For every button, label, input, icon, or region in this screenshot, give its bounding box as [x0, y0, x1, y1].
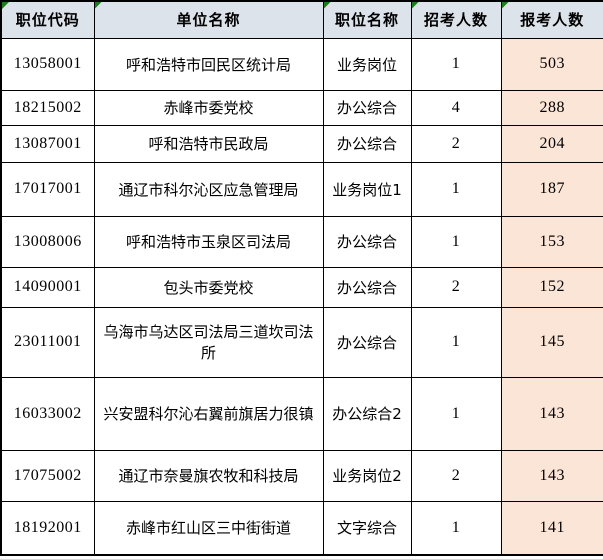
cell-recruit-count[interactable]: 1: [410, 37, 502, 91]
column-header-label: 报考人数: [520, 11, 585, 30]
cell-position-code[interactable]: 13008006: [0, 215, 95, 268]
comment-indicator-icon: [502, 2, 509, 9]
cell-position-code[interactable]: 17075002: [0, 449, 95, 502]
cell-applicant-count[interactable]: 187: [500, 161, 603, 217]
column-header-unit-name[interactable]: 单位名称: [93, 0, 324, 39]
table-row: 17075002 通辽市奈曼旗农牧和科技局 业务岗位2 2 143: [0, 449, 603, 502]
cell-position-code[interactable]: 17017001: [0, 161, 95, 217]
comment-indicator-icon: [95, 2, 102, 9]
header-row: 职位代码 单位名称 职位名称 招考人数 报考人数: [0, 0, 603, 39]
cell-unit-name[interactable]: 赤峰市委党校: [93, 89, 324, 126]
table-row: 13058001 呼和浩特市回民区统计局 业务岗位 1 503: [0, 37, 603, 91]
table-row: 16033002 兴安盟科尔沁右翼前旗居力很镇 办公综合2 1 143: [0, 376, 603, 451]
comment-indicator-icon: [2, 2, 9, 9]
comment-indicator-icon: [324, 2, 331, 9]
cell-position-name[interactable]: 办公综合: [322, 306, 412, 378]
cell-position-code[interactable]: 18215002: [0, 89, 95, 126]
cell-position-name[interactable]: 业务岗位: [322, 37, 412, 91]
cell-applicant-count[interactable]: 503: [500, 37, 603, 91]
table-row: 13087001 呼和浩特市民政局 办公综合 2 204: [0, 124, 603, 163]
table-row: 18215002 赤峰市委党校 办公综合 4 288: [0, 89, 603, 126]
comment-indicator-icon: [412, 2, 419, 9]
cell-position-code[interactable]: 23011001: [0, 306, 95, 378]
cell-position-name[interactable]: 业务岗位2: [322, 449, 412, 502]
column-header-label: 招考人数: [423, 11, 488, 30]
cell-applicant-count[interactable]: 141: [500, 500, 603, 556]
cell-unit-name[interactable]: 通辽市奈曼旗农牧和科技局: [93, 449, 324, 502]
cell-unit-name[interactable]: 呼和浩特市回民区统计局: [93, 37, 324, 91]
column-header-position-name[interactable]: 职位名称: [322, 0, 412, 39]
cell-recruit-count[interactable]: 1: [410, 215, 502, 268]
cell-position-code[interactable]: 16033002: [0, 376, 95, 451]
cell-position-name[interactable]: 办公综合: [322, 124, 412, 163]
column-header-label: 职位代码: [15, 11, 80, 30]
cell-recruit-count[interactable]: 2: [410, 266, 502, 308]
cell-position-name[interactable]: 办公综合: [322, 266, 412, 308]
cell-position-code[interactable]: 13058001: [0, 37, 95, 91]
cell-applicant-count[interactable]: 288: [500, 89, 603, 126]
cell-unit-name[interactable]: 乌海市乌达区司法局三道坎司法所: [93, 306, 324, 378]
column-header-applicant-count[interactable]: 报考人数: [500, 0, 603, 39]
cell-position-code[interactable]: 13087001: [0, 124, 95, 163]
table-row: 23011001 乌海市乌达区司法局三道坎司法所 办公综合 1 145: [0, 306, 603, 378]
table-row: 13008006 呼和浩特市玉泉区司法局 办公综合 1 153: [0, 215, 603, 268]
cell-position-code[interactable]: 14090001: [0, 266, 95, 308]
cell-unit-name[interactable]: 呼和浩特市玉泉区司法局: [93, 215, 324, 268]
cell-applicant-count[interactable]: 204: [500, 124, 603, 163]
cell-position-name[interactable]: 业务岗位1: [322, 161, 412, 217]
cell-applicant-count[interactable]: 153: [500, 215, 603, 268]
cell-unit-name[interactable]: 兴安盟科尔沁右翼前旗居力很镇: [93, 376, 324, 451]
table-row: 17017001 通辽市科尔沁区应急管理局 业务岗位1 1 187: [0, 161, 603, 217]
cell-recruit-count[interactable]: 4: [410, 89, 502, 126]
cell-applicant-count[interactable]: 143: [500, 376, 603, 451]
cell-position-name[interactable]: 文字综合: [322, 500, 412, 556]
cell-recruit-count[interactable]: 1: [410, 376, 502, 451]
cell-unit-name[interactable]: 呼和浩特市民政局: [93, 124, 324, 163]
table-row: 14090001 包头市委党校 办公综合 2 152: [0, 266, 603, 308]
cell-recruit-count[interactable]: 1: [410, 306, 502, 378]
cell-position-code[interactable]: 18192001: [0, 500, 95, 556]
cell-position-name[interactable]: 办公综合: [322, 89, 412, 126]
cell-recruit-count[interactable]: 2: [410, 449, 502, 502]
column-header-label: 职位名称: [334, 11, 399, 30]
cell-position-name[interactable]: 办公综合: [322, 215, 412, 268]
table-row: 18192001 赤峰市红山区三中街街道 文字综合 1 141: [0, 500, 603, 556]
cell-position-name[interactable]: 办公综合2: [322, 376, 412, 451]
cell-applicant-count[interactable]: 152: [500, 266, 603, 308]
cell-applicant-count[interactable]: 143: [500, 449, 603, 502]
cell-unit-name[interactable]: 赤峰市红山区三中街街道: [93, 500, 324, 556]
cell-recruit-count[interactable]: 1: [410, 161, 502, 217]
column-header-recruit-count[interactable]: 招考人数: [410, 0, 502, 39]
cell-applicant-count[interactable]: 145: [500, 306, 603, 378]
cell-recruit-count[interactable]: 1: [410, 500, 502, 556]
cell-unit-name[interactable]: 包头市委党校: [93, 266, 324, 308]
cell-unit-name[interactable]: 通辽市科尔沁区应急管理局: [93, 161, 324, 217]
column-header-label: 单位名称: [176, 11, 241, 30]
column-header-position-code[interactable]: 职位代码: [0, 0, 95, 39]
cell-recruit-count[interactable]: 2: [410, 124, 502, 163]
